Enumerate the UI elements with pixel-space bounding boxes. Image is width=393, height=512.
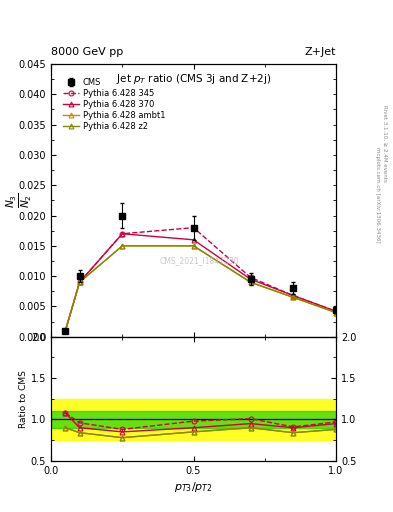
X-axis label: $p_{T3}/p_{T2}$: $p_{T3}/p_{T2}$ [174, 480, 213, 494]
Text: Jet $p_T$ ratio (CMS 3j and Z+2j): Jet $p_T$ ratio (CMS 3j and Z+2j) [116, 72, 271, 86]
Pythia 6.428 z2 [120, 243, 125, 249]
Pythia 6.428 345 [77, 279, 82, 285]
Line: Pythia 6.428 370: Pythia 6.428 370 [63, 231, 338, 333]
Pythia 6.428 ambt1 [191, 243, 196, 249]
Pythia 6.428 z2 [63, 328, 68, 334]
Pythia 6.428 ambt1 [291, 294, 296, 301]
Pythia 6.428 z2 [77, 279, 82, 285]
Pythia 6.428 345 [334, 308, 338, 314]
Pythia 6.428 345 [248, 274, 253, 281]
Text: $\frac{N_3}{N_2}$: $\frac{N_3}{N_2}$ [5, 193, 35, 208]
Pythia 6.428 370 [334, 308, 338, 314]
Pythia 6.428 370 [191, 237, 196, 243]
Pythia 6.428 370 [291, 292, 296, 298]
Pythia 6.428 345 [291, 292, 296, 298]
Text: mcplots.cern.ch [arXiv:1306.3436]: mcplots.cern.ch [arXiv:1306.3436] [375, 147, 380, 242]
Pythia 6.428 370 [248, 276, 253, 282]
Pythia 6.428 345 [120, 231, 125, 237]
Pythia 6.428 z2 [248, 279, 253, 285]
Line: Pythia 6.428 ambt1: Pythia 6.428 ambt1 [63, 243, 338, 333]
Pythia 6.428 ambt1 [77, 279, 82, 285]
Text: Z+Jet: Z+Jet [305, 47, 336, 57]
Pythia 6.428 ambt1 [334, 309, 338, 315]
Pythia 6.428 z2 [191, 243, 196, 249]
Pythia 6.428 370 [63, 328, 68, 334]
Pythia 6.428 370 [120, 231, 125, 237]
Text: 8000 GeV pp: 8000 GeV pp [51, 47, 123, 57]
Legend: CMS, Pythia 6.428 345, Pythia 6.428 370, Pythia 6.428 ambt1, Pythia 6.428 z2: CMS, Pythia 6.428 345, Pythia 6.428 370,… [61, 76, 167, 133]
Line: Pythia 6.428 345: Pythia 6.428 345 [63, 225, 338, 333]
Pythia 6.428 ambt1 [248, 279, 253, 285]
Pythia 6.428 z2 [291, 294, 296, 301]
Pythia 6.428 ambt1 [63, 328, 68, 334]
Pythia 6.428 345 [63, 328, 68, 334]
Pythia 6.428 ambt1 [120, 243, 125, 249]
Pythia 6.428 370 [77, 279, 82, 285]
Text: Rivet 3.1.10, ≥ 2.4M events: Rivet 3.1.10, ≥ 2.4M events [382, 105, 387, 182]
Text: CMS_2021_I1847230: CMS_2021_I1847230 [160, 256, 239, 265]
Y-axis label: Ratio to CMS: Ratio to CMS [19, 370, 28, 428]
Pythia 6.428 345 [191, 225, 196, 231]
Pythia 6.428 z2 [334, 309, 338, 315]
Line: Pythia 6.428 z2: Pythia 6.428 z2 [63, 243, 338, 333]
